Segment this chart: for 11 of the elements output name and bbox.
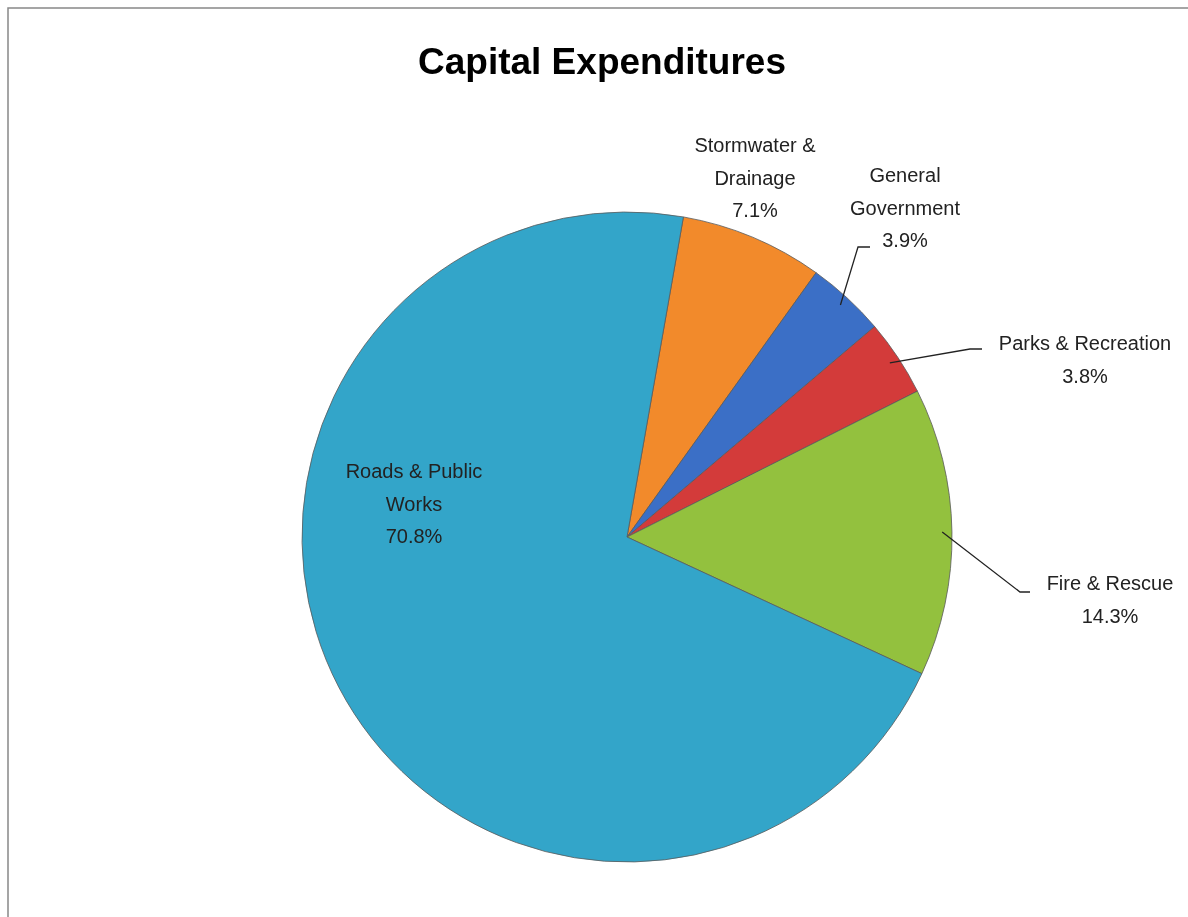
- data-label: 14.3%: [1081, 604, 1139, 627]
- data-label: 3.8%: [1062, 364, 1109, 387]
- slice-label: Stormwater & Drainage: [694, 134, 817, 189]
- slice-label: Fire & Rescue: [1046, 572, 1174, 594]
- slice-label: Parks & Recreation: [998, 332, 1172, 354]
- slice-label: General Government: [849, 164, 961, 219]
- data-label: 7.1%: [732, 199, 779, 221]
- slice-label: Roads & Public Works: [345, 460, 483, 515]
- chart-title: Capital Expenditures: [417, 41, 787, 82]
- data-label: 70.8%: [385, 525, 443, 547]
- data-label: 3.9%: [882, 229, 929, 251]
